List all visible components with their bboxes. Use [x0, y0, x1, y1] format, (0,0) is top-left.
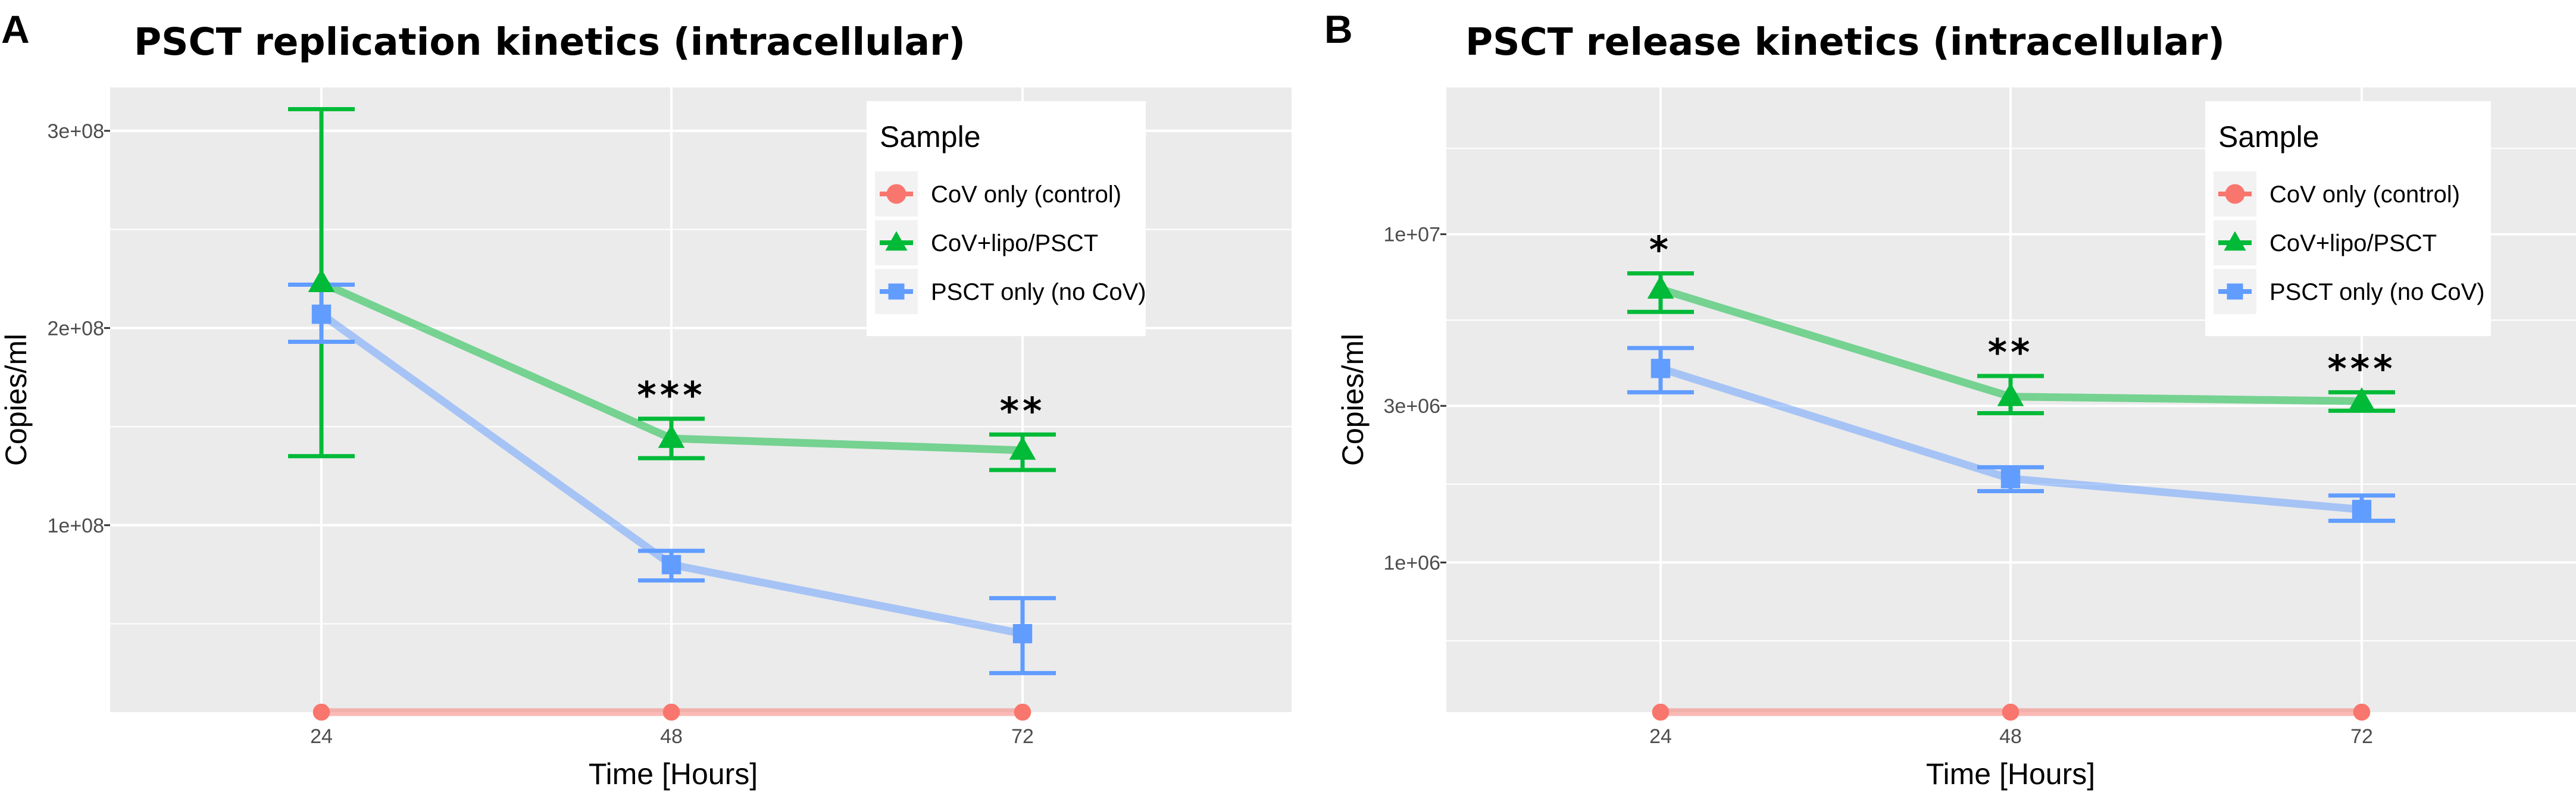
y-tick-label: 2e+08 [48, 317, 105, 340]
x-tick-label: 24 [1649, 725, 1672, 748]
x-tick-label: 24 [310, 725, 333, 748]
y-tick-label: 3e+08 [48, 120, 105, 143]
legend-key-marker [888, 283, 905, 300]
y-tick-label: 1e+08 [48, 515, 105, 537]
panel-b: B PSCT release kinetics (intracellular) … [1324, 7, 2576, 791]
panel-a: A PSCT replication kinetics (intracellul… [0, 7, 1292, 791]
legend-item-cov-lipo-psct: CoV+lipo/PSCT [875, 220, 1098, 265]
x-tick-label: 72 [2350, 725, 2373, 748]
point-psct-only-no-cov [661, 554, 681, 575]
panel-a-y-axis-label: Copies/ml [0, 334, 33, 466]
panel-b-points [1647, 275, 2375, 721]
legend-key-marker [885, 231, 908, 251]
point-psct-only-no-cov [2000, 469, 2021, 488]
point-cov-lipo-psct [308, 268, 335, 293]
legend-label: CoV only (control) [931, 181, 1121, 208]
panel-b-annotations: *** *** [1649, 228, 2396, 390]
x-tick-label: 48 [660, 725, 683, 748]
legend-key-marker [2227, 283, 2243, 300]
significance-label: *** [2327, 347, 2396, 390]
point-cov-lipo-psct [1647, 275, 1674, 299]
panel-a-ticks: 1e+08 2e+08 3e+08 24 48 72 [48, 120, 1034, 748]
panel-b-letter: B [1324, 7, 1353, 51]
panel-b-legend-title: Sample [2218, 120, 2319, 153]
y-tick-label: 1e+07 [1384, 224, 1441, 246]
legend-label: CoV only (control) [2269, 181, 2460, 208]
point-cov-only-control [1014, 703, 1031, 721]
y-tick-label: 1e+06 [1384, 552, 1441, 574]
significance-label: ** [1988, 331, 2034, 374]
legend-label: CoV+lipo/PSCT [931, 230, 1098, 256]
legend-label: PSCT only (no CoV) [931, 279, 1146, 305]
point-cov-lipo-psct [1997, 383, 2024, 406]
legend-item-psct-only-no-cov: PSCT only (no CoV) [875, 269, 1146, 314]
legend-key-marker [2225, 184, 2245, 204]
point-cov-lipo-psct [658, 424, 685, 448]
x-tick-label: 48 [1999, 725, 2022, 748]
legend-label: PSCT only (no CoV) [2269, 279, 2485, 305]
panel-a-letter: A [1, 7, 30, 51]
panel-b-x-axis-label: Time [Hours] [1926, 757, 2095, 791]
y-tick-label: 3e+06 [1384, 395, 1441, 418]
panel-b-title: PSCT release kinetics (intracellular) [1465, 20, 2225, 64]
point-psct-only-no-cov [1012, 623, 1033, 644]
panel-b-y-axis-label: Copies/ml [1336, 334, 1370, 466]
legend-key-marker [2224, 231, 2246, 251]
point-psct-only-no-cov [311, 304, 332, 324]
legend-label: CoV+lipo/PSCT [2269, 230, 2437, 256]
significance-label: *** [637, 374, 705, 417]
significance-label: ** [1000, 389, 1046, 433]
panel-a-title: PSCT replication kinetics (intracellular… [134, 20, 965, 64]
legend-item-cov-lipo-psct: CoV+lipo/PSCT [2214, 220, 2437, 265]
panel-a-legend-title: Sample [880, 120, 981, 153]
panel-a-legend: Sample CoV only (control) CoV+lipo/PSCT PS… [867, 101, 1146, 336]
legend-item-cov-only-control: CoV only (control) [875, 171, 1121, 217]
point-cov-lipo-psct [1009, 436, 1036, 460]
point-cov-only-control [2002, 703, 2019, 721]
significance-label: * [1649, 228, 1672, 271]
panel-b-error-bars [1627, 271, 2395, 523]
legend-key-marker [886, 184, 906, 204]
panel-a-annotations: *** ** [637, 374, 1046, 433]
x-tick-label: 72 [1011, 725, 1034, 748]
point-cov-only-control [1652, 703, 1670, 721]
panel-a-points [308, 268, 1036, 721]
point-cov-lipo-psct [2348, 387, 2375, 411]
panel-b-legend: Sample CoV only (control) CoV+lipo/PSCT PS… [2205, 101, 2491, 336]
panel-b-ticks: 1e+06 3e+06 1e+07 24 48 72 [1384, 224, 2373, 748]
point-psct-only-no-cov [1650, 359, 1671, 378]
point-cov-only-control [2353, 703, 2371, 721]
panel-a-x-axis-label: Time [Hours] [589, 757, 758, 791]
point-cov-only-control [312, 703, 330, 721]
legend-item-cov-only-control: CoV only (control) [2214, 171, 2460, 217]
legend-item-psct-only-no-cov: PSCT only (no CoV) [2214, 269, 2485, 314]
point-psct-only-no-cov [2352, 500, 2372, 519]
point-cov-only-control [662, 703, 680, 721]
